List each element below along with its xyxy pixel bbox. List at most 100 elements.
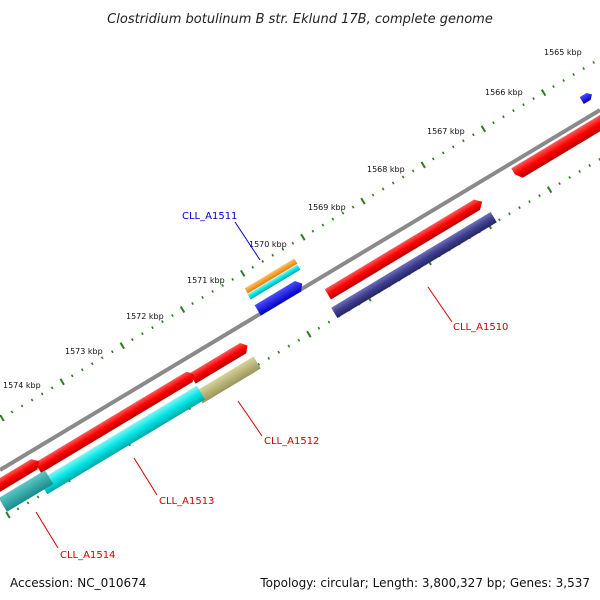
outer-tick-ring (0, 61, 595, 422)
tick-label: 1570 kbp (249, 240, 287, 249)
accession-text: Accession: NC_010674 (10, 576, 147, 590)
leader-line (427, 286, 453, 323)
minor-tick (221, 283, 224, 287)
minor-tick (588, 163, 591, 168)
minor-tick (277, 350, 281, 354)
tick-label: 1573 kbp (65, 347, 103, 356)
minor-tick (201, 295, 204, 300)
gene-cll-a1510-navy[interactable] (331, 211, 497, 319)
gene-cll-a1513-red[interactable] (34, 369, 197, 474)
minor-tick (321, 223, 325, 227)
leader-line (237, 400, 263, 437)
tick-label: 1569 kbp (308, 203, 346, 212)
minor-tick (287, 344, 291, 348)
major-tick (240, 269, 246, 277)
tick-label: 1574 kbp (3, 381, 41, 390)
major-tick (360, 197, 366, 205)
minor-tick (257, 362, 261, 366)
minor-tick (261, 259, 265, 263)
major-tick (306, 330, 312, 338)
leader-line (35, 511, 59, 549)
minor-tick (271, 253, 275, 257)
minor-tick (16, 507, 20, 511)
minor-tick (10, 410, 14, 414)
minor-tick (578, 169, 581, 174)
gene-label-cll-a1514[interactable]: CLL_A1514 (60, 550, 115, 561)
minor-tick (552, 85, 555, 89)
minor-tick (518, 206, 521, 210)
tick-label: 1572 kbp (126, 312, 164, 321)
minor-tick (508, 212, 511, 216)
minor-tick (80, 368, 84, 372)
gene-small-blue[interactable] (579, 91, 594, 105)
minor-tick (281, 247, 285, 251)
minor-tick (341, 211, 345, 215)
minor-tick (572, 72, 575, 77)
topology-summary-text: Topology: circular; Length: 3,800,327 bp… (260, 576, 590, 590)
gene-label-cll-a1511[interactable]: CLL_A1511 (182, 211, 237, 222)
gene-cll-a1512-olive[interactable] (195, 356, 261, 404)
leader-line (234, 221, 261, 261)
minor-tick (36, 495, 40, 499)
major-tick (119, 342, 125, 350)
gene-cll-a1511-orange[interactable] (244, 258, 298, 294)
minor-tick (441, 151, 445, 155)
tick-label: 1567 kbp (427, 127, 465, 136)
gene-cll-a1510-red[interactable] (324, 197, 485, 300)
gene-red-right[interactable] (511, 111, 600, 181)
minor-tick (90, 362, 94, 366)
tick-label: 1566 kbp (485, 88, 523, 97)
major-tick (540, 89, 547, 97)
minor-tick (70, 374, 74, 378)
minor-tick (311, 229, 315, 233)
gene-cll-a1514-red[interactable] (0, 456, 43, 493)
minor-tick (26, 501, 30, 505)
minor-tick (131, 338, 134, 342)
minor-tick (472, 133, 475, 137)
tick-label: 1568 kbp (367, 165, 405, 174)
major-tick (546, 186, 553, 194)
minor-tick (50, 386, 54, 390)
minor-tick (151, 326, 154, 330)
major-tick (480, 125, 487, 133)
tick-label: 1571 kbp (187, 276, 225, 285)
minor-tick (562, 79, 565, 83)
minor-tick (111, 350, 114, 354)
minor-tick (512, 109, 515, 113)
gene-cll-a1511-cyan[interactable] (247, 264, 301, 300)
minor-tick (251, 265, 255, 269)
major-tick (0, 414, 5, 422)
gene-cll-a1514-teal[interactable] (0, 470, 54, 512)
minor-tick (582, 66, 585, 71)
minor-tick (30, 398, 34, 402)
minor-tick (100, 356, 104, 360)
major-tick (179, 305, 186, 314)
minor-tick (351, 205, 355, 209)
minor-tick (411, 169, 415, 173)
minor-tick (20, 404, 24, 408)
minor-tick (492, 121, 495, 125)
minor-tick (568, 176, 571, 180)
gene-cll-a1511-blue[interactable] (254, 278, 306, 316)
gene-label-cll-a1512[interactable]: CLL_A1512 (264, 436, 319, 447)
gene-cll-a1513-cyan[interactable] (39, 385, 205, 495)
tick-label: 1565 kbp (544, 48, 582, 57)
map-title: Clostridium botulinum B str. Eklund 17B,… (107, 12, 493, 27)
gene-label-cll-a1510[interactable]: CLL_A1510 (453, 322, 508, 333)
minor-tick (141, 332, 144, 336)
gene-cll-a1512-red[interactable] (189, 340, 250, 384)
minor-tick (522, 103, 525, 107)
minor-tick (371, 193, 375, 197)
minor-tick (538, 194, 541, 198)
gene-label-cll-a1513[interactable]: CLL_A1513 (159, 496, 214, 507)
minor-tick (191, 301, 194, 306)
minor-tick (317, 326, 321, 330)
minor-tick (401, 175, 405, 179)
major-tick (59, 378, 65, 386)
minor-tick (462, 139, 465, 143)
major-tick (300, 233, 306, 241)
minor-tick (498, 218, 501, 222)
minor-tick (327, 320, 331, 324)
minor-tick (558, 182, 561, 186)
